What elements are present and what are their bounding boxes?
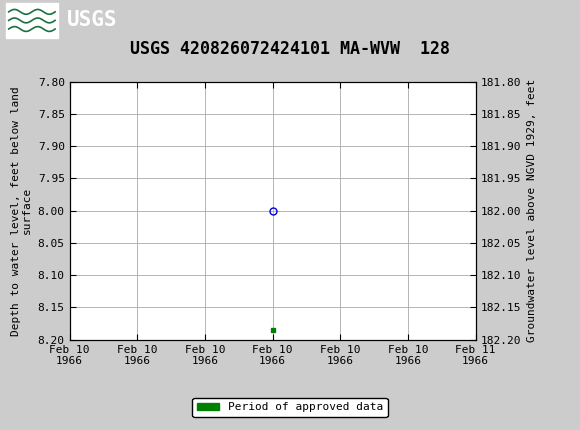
Text: USGS: USGS [67, 10, 117, 31]
Bar [6, 3, 58, 37]
Y-axis label: Depth to water level, feet below land
surface: Depth to water level, feet below land su… [10, 86, 32, 335]
Legend: Period of approved data: Period of approved data [193, 398, 387, 417]
Text: USGS 420826072424101 MA-WVW  128: USGS 420826072424101 MA-WVW 128 [130, 40, 450, 58]
Y-axis label: Groundwater level above NGVD 1929, feet: Groundwater level above NGVD 1929, feet [527, 79, 536, 342]
